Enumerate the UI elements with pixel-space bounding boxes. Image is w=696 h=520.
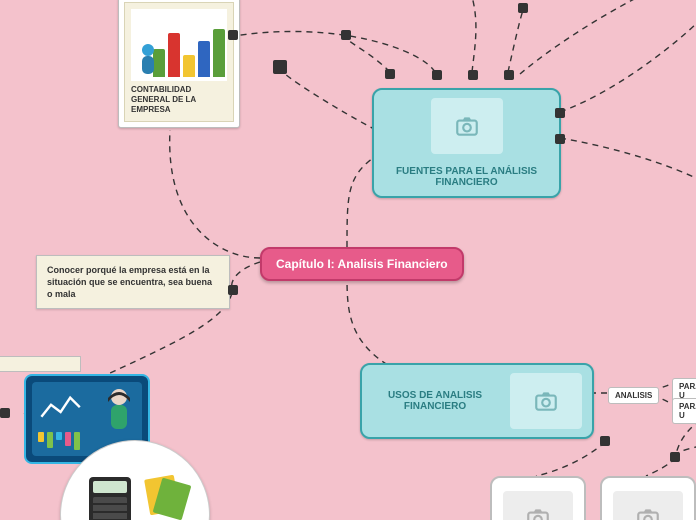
- connector-handle[interactable]: [341, 30, 351, 40]
- root-node-label: Capítulo I: Analisis Financiero: [276, 257, 448, 271]
- node-descripcion[interactable]: Conocer porqué la empresa está en la sit…: [36, 255, 230, 309]
- node-placeholder-1[interactable]: [490, 476, 586, 520]
- connector-handle[interactable]: [432, 70, 442, 80]
- person-icon: [137, 43, 159, 77]
- connector-handle[interactable]: [504, 70, 514, 80]
- connector-handle[interactable]: [600, 436, 610, 446]
- bar-chart-thumbnail: [131, 9, 227, 81]
- node-usos-label: USOS DE ANALISIS FINANCIERO: [372, 390, 498, 412]
- node-usos[interactable]: USOS DE ANALISIS FINANCIERO: [360, 363, 594, 439]
- connector-handle[interactable]: [670, 452, 680, 462]
- node-analisis-label: ANALISIS: [615, 391, 652, 400]
- connector-handle[interactable]: [468, 70, 478, 80]
- camera-placeholder: [431, 98, 503, 154]
- money-icon: [143, 471, 187, 520]
- calculator-thumb-inner: [83, 471, 187, 520]
- camera-placeholder: [510, 373, 582, 429]
- connector-handle[interactable]: [228, 30, 238, 40]
- camera-icon: [635, 505, 661, 520]
- camera-placeholder: [613, 491, 683, 520]
- connector-handle[interactable]: [273, 60, 287, 74]
- person-icon: [104, 388, 134, 432]
- camera-icon: [525, 505, 551, 520]
- node-fuentes[interactable]: FUENTES PARA EL ANÁLISIS FINANCIERO: [372, 88, 561, 198]
- node-descripcion-text: Conocer porqué la empresa está en la sit…: [47, 265, 212, 299]
- connector-handle[interactable]: [555, 108, 565, 118]
- camera-icon: [533, 388, 559, 414]
- node-analisis[interactable]: ANALISIS: [608, 387, 659, 404]
- node-contabilidad-card[interactable]: CONTABILIDAD GENERAL DE LA EMPRESA: [118, 0, 240, 128]
- connector-handle[interactable]: [385, 69, 395, 79]
- node-para-b[interactable]: PARA U: [672, 398, 696, 424]
- connector-handle[interactable]: [0, 408, 10, 418]
- connector-handle[interactable]: [228, 285, 238, 295]
- clipped-node-left: [0, 356, 81, 372]
- node-placeholder-2[interactable]: [600, 476, 696, 520]
- connector-handle[interactable]: [518, 3, 528, 13]
- line-chart-icon: [38, 388, 88, 424]
- card-caption: CONTABILIDAD GENERAL DE LA EMPRESA: [131, 85, 227, 115]
- node-fuentes-label: FUENTES PARA EL ANÁLISIS FINANCIERO: [384, 166, 549, 188]
- connector-handle[interactable]: [555, 134, 565, 144]
- calculator-icon: [89, 477, 131, 520]
- root-node[interactable]: Capítulo I: Analisis Financiero: [260, 247, 464, 281]
- camera-icon: [454, 113, 480, 139]
- camera-placeholder: [503, 491, 573, 520]
- mindmap-canvas[interactable]: CONTABILIDAD GENERAL DE LA EMPRESA FUENT…: [0, 0, 696, 520]
